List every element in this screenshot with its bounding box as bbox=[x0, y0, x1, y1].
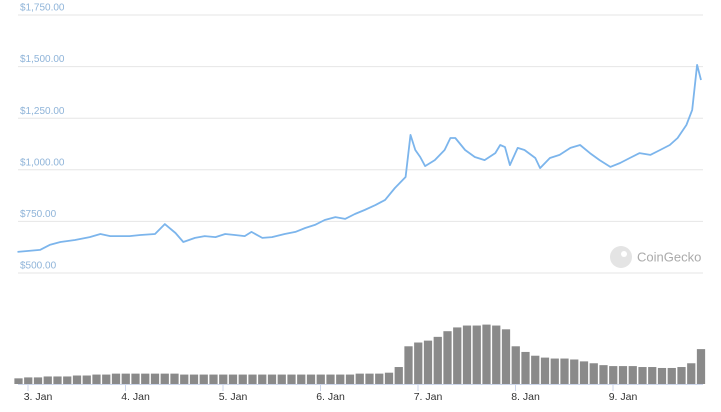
volume-bar bbox=[579, 361, 589, 384]
x-tick-label: 6. Jan bbox=[316, 391, 345, 403]
volume-bar bbox=[150, 373, 160, 384]
volume-bar bbox=[121, 373, 130, 384]
y-tick-label: $1,750.00 bbox=[20, 3, 65, 14]
volume-bar bbox=[599, 365, 608, 384]
x-tick-label: 5. Jan bbox=[219, 391, 248, 403]
volume-bar bbox=[258, 374, 267, 384]
volume-bar bbox=[521, 351, 530, 384]
volume-bar bbox=[394, 367, 403, 384]
volume-bar bbox=[687, 363, 696, 384]
volume-bar bbox=[326, 374, 335, 384]
volume-bar bbox=[219, 374, 228, 384]
volume-bar bbox=[238, 374, 247, 384]
x-tick-label: 9. Jan bbox=[609, 391, 638, 403]
volume-bar bbox=[355, 373, 364, 384]
volume-bar bbox=[414, 342, 423, 384]
volume-bar bbox=[111, 373, 121, 384]
volume-bar bbox=[570, 359, 579, 384]
watermark-logo-eye bbox=[621, 251, 627, 257]
volume-bar bbox=[384, 372, 394, 384]
volume-bar bbox=[72, 375, 82, 384]
volume-bar bbox=[53, 376, 62, 384]
volume-bar bbox=[14, 378, 23, 384]
volume-bar bbox=[433, 336, 442, 384]
volume-bar bbox=[170, 373, 179, 384]
y-tick-label: $1,500.00 bbox=[20, 54, 65, 65]
volume-bar bbox=[287, 374, 296, 384]
volume-bar bbox=[180, 374, 189, 384]
volume-bar bbox=[375, 373, 384, 384]
volume-bar bbox=[638, 367, 647, 384]
volume-bar bbox=[677, 367, 686, 384]
volume-bar bbox=[462, 325, 472, 384]
volume-bar bbox=[501, 329, 511, 384]
x-tick-label: 3. Jan bbox=[24, 391, 53, 403]
watermark-logo bbox=[610, 246, 632, 268]
volume-bar bbox=[404, 346, 413, 384]
volume-bar bbox=[550, 358, 559, 384]
volume-bar bbox=[267, 374, 277, 384]
volume-bar bbox=[657, 367, 667, 384]
volume-bar bbox=[209, 374, 218, 384]
volume-bar bbox=[189, 374, 199, 384]
volume-bar bbox=[365, 373, 374, 384]
volume-bar bbox=[511, 346, 520, 384]
volume-bar bbox=[336, 374, 345, 384]
y-tick-label: $1,250.00 bbox=[20, 106, 65, 117]
volume-bar bbox=[63, 376, 72, 384]
volume-bar bbox=[531, 355, 540, 384]
volume-bar bbox=[248, 374, 257, 384]
volume-bar bbox=[141, 373, 150, 384]
volume-bar bbox=[43, 376, 52, 384]
volume-bar bbox=[472, 325, 481, 384]
volume-bar bbox=[560, 358, 569, 384]
volume-bar bbox=[316, 374, 325, 384]
volume-bar bbox=[228, 374, 238, 384]
price-line bbox=[17, 64, 702, 253]
volume-bar bbox=[482, 324, 491, 384]
volume-bar bbox=[345, 374, 355, 384]
volume-bar bbox=[82, 375, 91, 384]
volume-bar bbox=[443, 331, 452, 384]
watermark: CoinGecko bbox=[610, 246, 701, 268]
x-tick-label: 7. Jan bbox=[414, 391, 443, 403]
volume-bar bbox=[199, 374, 208, 384]
volume-bar bbox=[102, 374, 111, 384]
volume-bar bbox=[667, 367, 676, 384]
volume-bar bbox=[453, 327, 462, 384]
y-tick-label: $750.00 bbox=[20, 209, 57, 220]
volume-bar bbox=[628, 366, 637, 384]
x-tick-label: 8. Jan bbox=[511, 391, 540, 403]
y-tick-label: $500.00 bbox=[20, 261, 57, 272]
volume-bar bbox=[160, 373, 169, 384]
x-tick-label: 4. Jan bbox=[121, 391, 150, 403]
volume-bar bbox=[589, 363, 598, 384]
volume-bar bbox=[33, 377, 43, 384]
volume-bar bbox=[24, 377, 33, 384]
volume-bar bbox=[277, 374, 286, 384]
volume-bar bbox=[423, 340, 433, 384]
volume-bar bbox=[648, 367, 657, 384]
volume-bar bbox=[92, 374, 101, 384]
watermark-text: CoinGecko bbox=[637, 249, 701, 264]
volume-bar bbox=[297, 374, 306, 384]
volume-bar bbox=[131, 373, 140, 384]
volume-bar bbox=[306, 374, 316, 384]
volume-bar bbox=[492, 325, 501, 384]
volume-bar bbox=[696, 349, 706, 384]
y-tick-label: $1,000.00 bbox=[20, 157, 65, 168]
volume-bar bbox=[618, 366, 628, 384]
volume-bar bbox=[609, 366, 618, 384]
volume-bar bbox=[540, 357, 550, 384]
